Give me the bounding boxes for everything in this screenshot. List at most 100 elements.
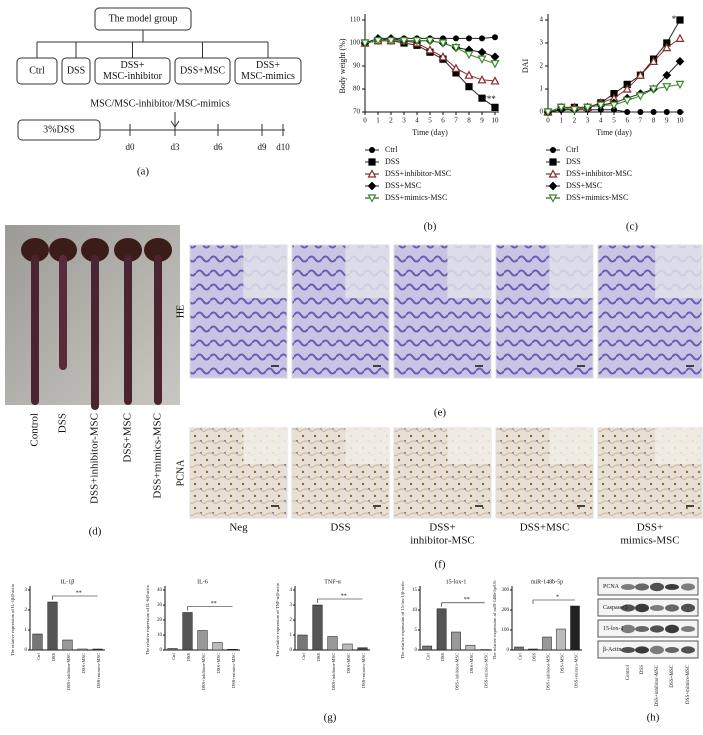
marker bbox=[624, 109, 631, 115]
lane-label: DSS+mimics-MSC bbox=[686, 664, 691, 704]
band bbox=[665, 647, 679, 653]
group-label: MSC-mimics bbox=[241, 71, 295, 82]
row-label: HE bbox=[175, 305, 186, 318]
x-axis-label: Time (day) bbox=[412, 128, 448, 137]
x-tick-label: DSS+mimics-MSC bbox=[96, 653, 101, 688]
bar bbox=[542, 636, 552, 651]
x-tick-label: DSS+inhibitor-MSC bbox=[455, 653, 460, 690]
bar bbox=[514, 646, 524, 651]
marker bbox=[543, 108, 553, 117]
y-tick-label: 100 bbox=[350, 39, 361, 47]
bar bbox=[32, 633, 43, 651]
marker bbox=[369, 147, 375, 153]
marker bbox=[373, 37, 383, 46]
column-label: DSS+ bbox=[429, 522, 455, 534]
photo-label: DSS+mimics-MSC bbox=[152, 413, 164, 499]
group-label: DSS+ bbox=[256, 60, 280, 71]
bar bbox=[357, 647, 368, 651]
x-tick-label: DSS+mimics-MSC bbox=[574, 653, 579, 688]
legend-label: Ctrl bbox=[385, 145, 398, 154]
lumen bbox=[345, 245, 389, 299]
bar bbox=[312, 604, 323, 651]
legend-label: DSS+mimics-MSC bbox=[566, 193, 628, 202]
box bbox=[16, 57, 58, 85]
x-tick-label: 5 bbox=[428, 117, 432, 125]
x-tick-label: 7 bbox=[639, 117, 643, 125]
y-tick-label: 2 bbox=[290, 618, 293, 623]
x-tick-label: 1 bbox=[376, 117, 380, 125]
y-tick-label: 0 bbox=[290, 648, 293, 653]
marker bbox=[425, 45, 435, 54]
lane-label: DSS+MSC bbox=[670, 664, 675, 687]
bar bbox=[62, 639, 73, 651]
protein-label: 15-lox-1 bbox=[603, 626, 624, 632]
marker bbox=[637, 109, 644, 115]
x-tick-label: Ctrl bbox=[301, 652, 306, 660]
chart-title: IL-1β bbox=[61, 579, 75, 585]
group-label: Ctrl bbox=[29, 65, 45, 76]
x-tick-label: 4 bbox=[599, 117, 603, 125]
y-tick-label: 90 bbox=[353, 62, 361, 70]
x-tick-label: 9 bbox=[480, 117, 484, 125]
marker bbox=[649, 85, 659, 94]
x-tick-label: 6 bbox=[625, 117, 629, 125]
significance-bracket bbox=[532, 599, 575, 604]
annotation: ** bbox=[341, 593, 347, 599]
band bbox=[681, 646, 695, 654]
chart-title: miR-148b-5p bbox=[531, 579, 563, 585]
marker bbox=[360, 39, 370, 48]
annotation: *** bbox=[482, 94, 496, 104]
marker bbox=[550, 147, 556, 153]
panel-label: (a) bbox=[137, 166, 150, 178]
marker bbox=[662, 42, 672, 52]
annotation: ** bbox=[211, 601, 217, 607]
cecum bbox=[49, 238, 77, 262]
significance-bracket bbox=[317, 598, 363, 603]
lumen bbox=[655, 428, 702, 464]
legend-label: DSS+mimics-MSC bbox=[385, 193, 447, 202]
marker bbox=[490, 76, 500, 85]
marker bbox=[479, 35, 485, 42]
marker bbox=[451, 63, 461, 72]
marker bbox=[451, 44, 461, 53]
chart-title: 15-lox-1 bbox=[446, 579, 467, 585]
y-tick-label: 10 bbox=[157, 633, 163, 638]
y-tick-label: 200 bbox=[502, 608, 510, 613]
y-tick-label: 4 bbox=[290, 588, 293, 593]
marker bbox=[438, 39, 448, 48]
legend-label: Ctrl bbox=[566, 145, 579, 154]
cecum bbox=[21, 238, 49, 262]
lumen bbox=[447, 428, 491, 464]
marker bbox=[492, 34, 498, 41]
colon bbox=[59, 255, 67, 370]
x-tick-label: DSS+inhibitor-MSC bbox=[201, 653, 206, 690]
lumen bbox=[345, 428, 389, 464]
marker bbox=[490, 52, 500, 62]
marker bbox=[675, 57, 685, 66]
box bbox=[94, 57, 171, 85]
x-tick-label: 0 bbox=[546, 117, 550, 125]
marker bbox=[596, 101, 606, 110]
x-tick-label: 10 bbox=[492, 117, 500, 125]
lumen bbox=[243, 245, 287, 299]
marker bbox=[677, 109, 683, 115]
marker bbox=[622, 96, 632, 106]
marker bbox=[412, 37, 422, 46]
x-tick-label: DSS+inhibitor-MSC bbox=[331, 653, 336, 690]
x-tick-label: 1 bbox=[559, 117, 563, 125]
band bbox=[665, 604, 679, 612]
bar bbox=[197, 630, 208, 651]
y-tick-label: 110 bbox=[350, 16, 361, 24]
x-tick-label: 8 bbox=[652, 117, 656, 125]
photo-label: DSS+inhibitor-MSC bbox=[89, 413, 101, 504]
band bbox=[621, 604, 635, 612]
x-tick-label: DSS+inhibitor-MSC bbox=[66, 653, 71, 690]
x-tick-label: 10 bbox=[677, 117, 685, 125]
x-tick-label: 7 bbox=[454, 117, 458, 125]
y-tick-label: 0 bbox=[25, 648, 28, 653]
bar bbox=[556, 628, 566, 651]
bar bbox=[528, 648, 538, 651]
x-tick-label: DSS bbox=[316, 653, 321, 662]
band bbox=[681, 626, 695, 632]
